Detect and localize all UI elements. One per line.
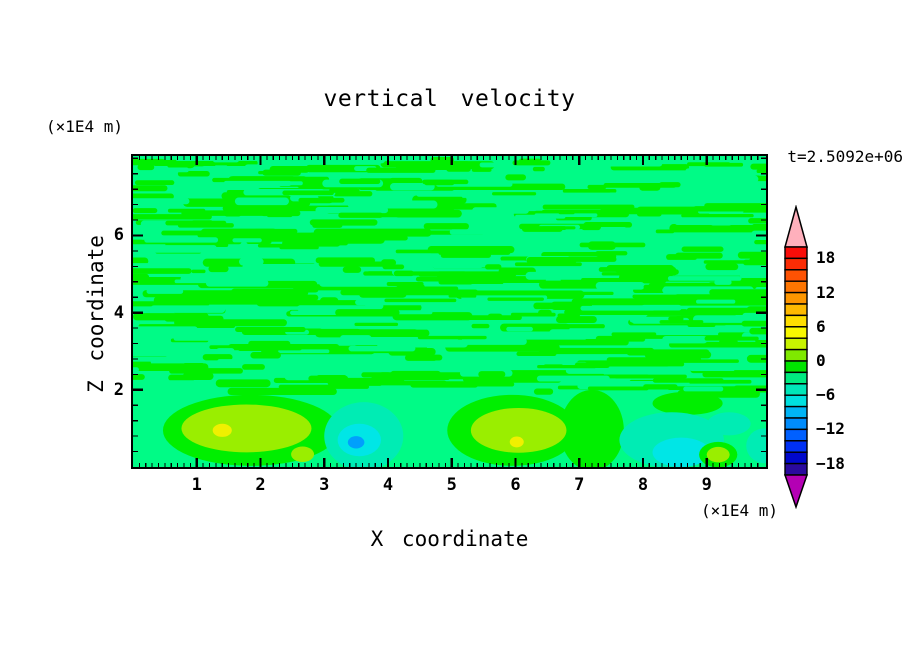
colorbar-tick-label: −12 <box>816 419 845 439</box>
small-core-left <box>291 446 315 462</box>
colorbar-tick-label: −18 <box>816 453 845 473</box>
x-tick-label: 7 <box>574 475 585 495</box>
y-tick-label: 4 <box>113 302 124 323</box>
x-tick-label: 8 <box>637 475 649 495</box>
colorbar-segment <box>784 360 808 374</box>
downdraft-edge-right <box>746 428 766 464</box>
x-tick-label: 2 <box>255 475 266 495</box>
colorbar <box>783 205 809 509</box>
x-axis-title: X coordinate <box>370 527 529 551</box>
colorbar-segment <box>784 291 808 305</box>
colorbar-segment <box>784 314 808 328</box>
updraft-patch-upper-right <box>652 391 723 415</box>
time-annotation: t=2.5092e+06 <box>787 147 903 166</box>
colorbar-segment <box>784 440 808 453</box>
colorbar-segment <box>784 326 808 339</box>
y-tick-label: 6 <box>113 225 124 246</box>
x-tick-label: 9 <box>701 475 712 495</box>
colorbar-segment <box>784 257 808 271</box>
colorbar-tick-label: −6 <box>816 385 836 405</box>
updraft-max-left <box>212 423 232 437</box>
colorbar-segment <box>784 383 808 396</box>
colorbar-tick-label: 18 <box>816 248 836 268</box>
colorbar-segment <box>784 280 808 294</box>
contour-field <box>133 156 766 467</box>
x-axis-unit-label: (×1E4 m) <box>700 501 778 520</box>
downdraft-min-mid <box>347 436 365 449</box>
updraft-swath-right-center <box>560 389 624 467</box>
colorbar-segment <box>784 417 808 431</box>
colorbar-under-arrow <box>783 474 809 509</box>
x-tick-label: 4 <box>382 475 394 495</box>
downdraft-core-right <box>652 437 710 467</box>
colorbar-segment <box>784 337 808 351</box>
colorbar-tick-label: 12 <box>816 282 836 302</box>
updraft-core-right <box>706 446 730 463</box>
downdraft-upper-right <box>707 412 751 436</box>
colorbar-segment <box>784 348 808 362</box>
colorbar-segment <box>784 462 808 476</box>
colorbar-tick-label: 6 <box>816 316 826 336</box>
colorbar-segment <box>784 269 808 282</box>
colorbar-segment <box>784 303 808 317</box>
colorbar-tick-label: 0 <box>816 351 826 370</box>
streak-texture <box>133 156 766 398</box>
x-tick-label: 3 <box>319 475 330 495</box>
colorbar-segment <box>784 246 808 260</box>
y-axis-unit-label: (×1E4 m) <box>46 117 124 136</box>
colorbar-segment <box>784 394 808 408</box>
plot-area <box>131 154 768 469</box>
updraft-core-left <box>181 404 312 453</box>
colorbar-segment <box>784 405 808 419</box>
colorbar-segment <box>784 428 808 442</box>
y-axis-title: Z coordinate <box>84 235 108 393</box>
x-tick-label: 1 <box>191 475 202 495</box>
colorbar-segment <box>784 451 808 465</box>
updraft-core-center <box>470 407 567 453</box>
x-tick-label: 6 <box>510 475 521 495</box>
colorbar-over-arrow <box>784 205 808 248</box>
x-tick-label: 5 <box>446 475 457 495</box>
plot-title: vertical velocity <box>323 86 576 112</box>
colorbar-segment <box>784 371 808 385</box>
contour-features <box>162 389 766 467</box>
y-tick-label: 2 <box>113 379 124 400</box>
axis-ticks <box>133 156 766 467</box>
updraft-max-center <box>509 436 524 448</box>
